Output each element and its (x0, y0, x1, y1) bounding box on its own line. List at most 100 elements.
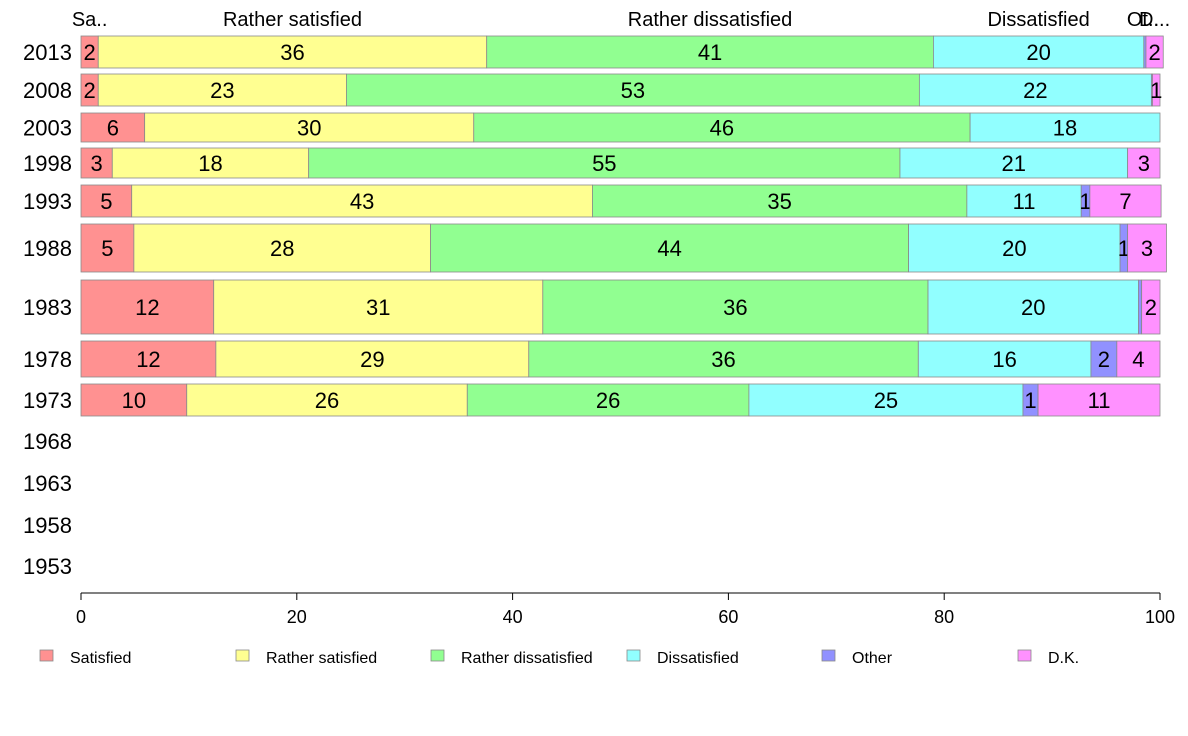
legend-label-satisfied: Satisfied (70, 650, 131, 667)
value-label-1998-rather-dissatisfied: 55 (592, 151, 616, 176)
value-label-2003-rather-dissatisfied: 46 (710, 116, 734, 141)
value-label-1983-rather-satisfied: 31 (366, 295, 390, 320)
value-label-1978-rather-satisfied: 29 (360, 347, 384, 372)
bar-1973-satisfied (80, 383, 188, 417)
bar-1988-satisfied (80, 223, 135, 273)
bar-2008-dissatisfied (918, 73, 1152, 107)
value-label-1993-rather-dissatisfied: 35 (767, 189, 791, 214)
value-label-1993-other: 1 (1079, 189, 1091, 214)
bar-1998-rather-satisfied (111, 147, 310, 179)
legend-swatch-other (821, 649, 836, 662)
bar-1973-dissatisfied (748, 383, 1024, 417)
x-tick-label-0: 0 (76, 607, 86, 627)
year-label-1973: 1973 (23, 388, 72, 413)
x-tick-label-100: 100 (1145, 607, 1175, 627)
value-label-2008-rather-dissatisfied: 53 (621, 78, 645, 103)
bars: 2 36 41 20 22 23 53 22 16 30 46 183 18 55 21 35 43 35 11 1 7… (80, 35, 1167, 417)
bar-2013-dissatisfied (933, 35, 1145, 69)
value-label-1983-d-k: 2 (1145, 295, 1157, 320)
bar-1993-dissatisfied (966, 184, 1082, 218)
x-tick-label-40: 40 (503, 607, 523, 627)
bar-1988-d-k (1127, 223, 1167, 273)
year-label-1958: 1958 (23, 513, 72, 538)
x-tick-label-80: 80 (934, 607, 954, 627)
x-tick-label-20: 20 (287, 607, 307, 627)
bar-2003-dissatisfied (969, 112, 1161, 143)
value-label-2008-dissatisfied: 22 (1023, 78, 1047, 103)
bar-2008-d-k (1152, 73, 1161, 107)
value-label-1978-satisfied: 12 (136, 347, 160, 372)
top-label-ot: Ot.. (1127, 9, 1159, 31)
year-label-1963: 1963 (23, 471, 72, 496)
value-label-1988-satisfied: 5 (101, 236, 113, 261)
value-label-1998-satisfied: 3 (91, 151, 103, 176)
top-label-rather-satisfied: Rather satisfied (223, 9, 362, 31)
value-label-2003-dissatisfied: 18 (1053, 116, 1077, 141)
value-label-1988-d-k: 3 (1141, 236, 1153, 261)
bar-1993-rather-dissatisfied (592, 184, 968, 218)
value-label-1993-d-k: 7 (1119, 189, 1131, 214)
bar-1973-rather-satisfied (186, 383, 468, 417)
value-label-1993-dissatisfied: 11 (1013, 189, 1036, 214)
value-label-1978-other: 2 (1098, 347, 1110, 372)
legend-label-d-k: D.K. (1048, 650, 1079, 667)
bar-1998-satisfied (80, 147, 113, 179)
year-label-1978: 1978 (23, 347, 72, 372)
value-label-2013-satisfied: 2 (84, 40, 96, 65)
value-label-1973-dissatisfied: 25 (874, 388, 898, 413)
bar-1998-dissatisfied (899, 147, 1129, 179)
year-label-1993: 1993 (23, 189, 72, 214)
bar-1988-rather-dissatisfied (430, 223, 909, 273)
bar-1988-rather-satisfied (133, 223, 431, 273)
top-label-d: D... (1139, 9, 1170, 31)
top-label-sa: Sa.. (72, 9, 108, 31)
value-label-1973-other: 1 (1024, 388, 1036, 413)
year-label-1968: 1968 (23, 429, 72, 454)
legend-label-rather-dissatisfied: Rather dissatisfied (461, 650, 593, 667)
year-label-1998: 1998 (23, 151, 72, 176)
bar-1993-d-k (1089, 184, 1162, 218)
value-label-2013-dissatisfied: 20 (1026, 40, 1050, 65)
value-label-1993-rather-satisfied: 43 (350, 189, 374, 214)
bar-1998-d-k (1127, 147, 1161, 179)
legend: Satisfied Rather satisfied Rather dissatis… (39, 649, 1079, 667)
value-label-2003-rather-satisfied: 30 (297, 116, 321, 141)
bar-1978-satisfied (80, 340, 217, 378)
top-category-labels: Sa.. Rather satisfied Rather dissatisfied D… (72, 9, 1170, 31)
value-label-1973-satisfied: 10 (122, 388, 146, 413)
value-label-1973-d-k: 11 (1088, 388, 1111, 413)
legend-swatch-rather-dissatisfied (430, 649, 445, 662)
value-label-1983-satisfied: 12 (135, 295, 159, 320)
top-label-rather-dissatisfied: Rather dissatisfied (628, 9, 793, 31)
bar-2003-satisfied (80, 112, 146, 143)
value-label-1973-rather-dissatisfied: 26 (596, 388, 620, 413)
bar-1978-d-k (1116, 340, 1161, 378)
bar-2008-rather-dissatisfied (346, 73, 920, 107)
year-label-1988: 1988 (23, 236, 72, 261)
year-label-1953: 1953 (23, 554, 72, 579)
bar-1973-rather-dissatisfied (466, 383, 750, 417)
year-label-1983: 1983 (23, 295, 72, 320)
legend-swatch-rather-satisfied (235, 649, 250, 662)
bar-1983-satisfied (80, 279, 215, 335)
bar-2003-rather-dissatisfied (473, 112, 971, 143)
value-label-2013-d-k: 2 (1148, 40, 1160, 65)
value-label-1998-dissatisfied: 21 (1002, 151, 1026, 176)
bar-1978-rather-satisfied (215, 340, 530, 378)
bar-2013-d-k (1145, 35, 1164, 69)
legend-swatch-dissatisfied (626, 649, 641, 662)
value-label-1978-d-k: 4 (1132, 347, 1144, 372)
bar-2013-rather-satisfied (97, 35, 488, 69)
value-label-2008-rather-satisfied: 23 (210, 78, 234, 103)
value-label-2013-rather-satisfied: 36 (280, 40, 304, 65)
bar-1978-other (1090, 340, 1118, 378)
bar-1983-d-k (1141, 279, 1161, 335)
year-label-2008: 2008 (23, 78, 72, 103)
value-label-1978-dissatisfied: 16 (992, 347, 1016, 372)
value-label-1978-rather-dissatisfied: 36 (711, 347, 735, 372)
value-label-2013-rather-dissatisfied: 41 (698, 40, 722, 65)
y-axis-year-labels: 2013 2008 2003 1998 1993 1988 1983 1978 1973 1968… (23, 40, 72, 579)
bar-1998-rather-dissatisfied (308, 147, 901, 179)
value-label-1998-d-k: 3 (1138, 151, 1150, 176)
year-label-2003: 2003 (23, 116, 72, 141)
